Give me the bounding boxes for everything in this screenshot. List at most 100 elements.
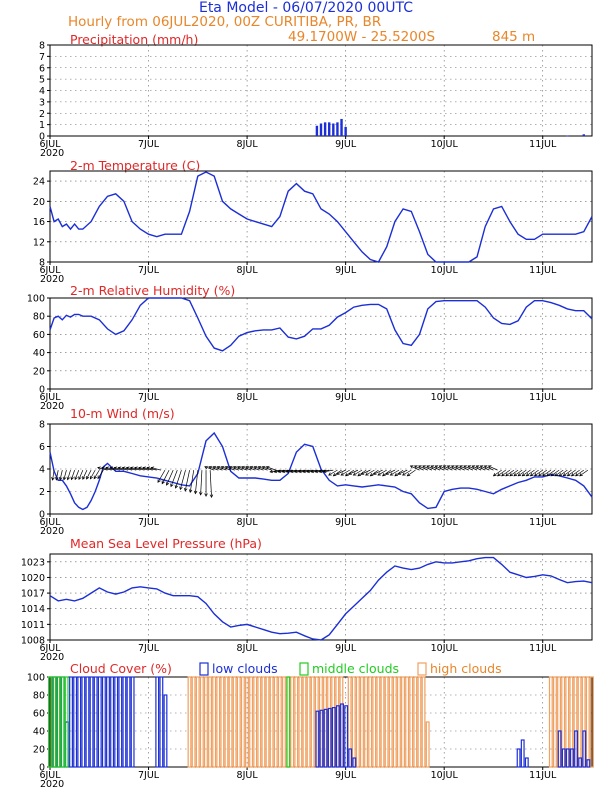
wind-arrow-head xyxy=(369,473,374,477)
wind-arrow-head xyxy=(261,465,266,470)
wind-arrow xyxy=(245,466,256,471)
header-subtitle: Hourly from 06JUL2020, 00Z CURITIBA, PR,… xyxy=(68,14,381,30)
mslp-title: Mean Sea Level Pressure (hPa) xyxy=(70,536,262,551)
wind-arrow xyxy=(71,470,75,480)
wind-arrow-head xyxy=(479,465,484,469)
precip-xtick-label: 6JUL xyxy=(39,139,61,150)
wind-arrow-head xyxy=(273,469,278,474)
wind-arrow xyxy=(323,469,334,473)
cloud-high-bar xyxy=(409,676,414,768)
precip-bar xyxy=(344,126,347,136)
cloud-high-bar xyxy=(298,676,303,768)
precip-title: Precipitation (mm/h) xyxy=(70,32,198,47)
wind-arrow-head xyxy=(471,465,476,469)
wind-arrow-head xyxy=(372,471,377,475)
wind-arrow-head xyxy=(298,469,302,474)
wind-arrow xyxy=(390,469,400,476)
wind-arrow xyxy=(142,467,153,471)
wind-arrow xyxy=(538,469,548,477)
cloud-high-bar xyxy=(216,676,221,768)
wind-arrow-head xyxy=(188,489,193,493)
cloud-high-bar xyxy=(261,676,266,768)
cloud-low-bar xyxy=(344,705,349,768)
temp-xtick-label: 10JUL xyxy=(431,265,459,276)
cloud-high-bar xyxy=(273,676,278,768)
wind-arrow xyxy=(161,469,170,484)
wind-arrow-head xyxy=(55,476,59,481)
rh-ytick-label: 40 xyxy=(33,348,45,359)
wind-arrow-head xyxy=(281,469,286,474)
wind-arrow xyxy=(353,469,363,476)
wind-arrow-head xyxy=(204,465,208,470)
wind-arrow-head xyxy=(289,469,294,474)
wind-arrow-head xyxy=(237,465,241,470)
wind-arrow xyxy=(114,467,124,471)
wind-arrow-head xyxy=(62,476,67,481)
wind-arrow-head xyxy=(249,465,254,470)
legend-high-swatch xyxy=(417,662,427,676)
mslp-xtick-label: 8JUL xyxy=(237,643,259,654)
wind-arrow-head xyxy=(554,473,559,477)
wind-arrow-head xyxy=(209,494,214,499)
cloud-low-bar xyxy=(352,757,357,768)
cloud-low-bar xyxy=(516,748,521,768)
precip-ytick-label: 2 xyxy=(39,109,45,120)
wind-arrow-head xyxy=(285,469,290,474)
wind-axes: 0 2 4 6 8 6JUL 7JUL 8JUL 9JUL 10JUL 11JUL 2020 xyxy=(39,420,593,537)
wind-arrow xyxy=(546,469,556,477)
cloud-low-bar xyxy=(155,676,160,768)
wind-arrow xyxy=(505,469,515,477)
cloud-high-bar xyxy=(417,676,422,768)
clouds-ytick-label: 80 xyxy=(33,691,45,702)
cloud-high-bar xyxy=(577,676,582,768)
rh-ytick-label: 80 xyxy=(33,312,45,323)
clouds-xtick-label: 7JUL xyxy=(138,770,160,781)
cloud-low-bar xyxy=(586,759,591,768)
mslp-series-line xyxy=(49,556,593,641)
cloud-high-bar xyxy=(224,676,229,768)
cloud-low-bar xyxy=(315,710,320,768)
wind-arrow-head xyxy=(294,469,298,474)
wind-arrow xyxy=(97,467,108,471)
wind-arrow-head xyxy=(105,466,110,470)
wind-arrow-head xyxy=(146,466,151,470)
wind-arrow-head xyxy=(165,482,170,486)
cloud-high-bar xyxy=(253,676,258,768)
wind-arrow-head xyxy=(357,473,361,477)
wind-arrow xyxy=(237,466,248,471)
wind-arrow xyxy=(328,469,338,476)
wind-arrow xyxy=(361,469,371,475)
wind-arrow-head xyxy=(446,465,451,469)
panel-clouds: Cloud Cover (%) low clouds middle clouds… xyxy=(70,661,502,676)
wind-arrow-head xyxy=(134,466,138,470)
cloud-low-bar xyxy=(122,676,127,768)
wind-arrow xyxy=(217,466,227,471)
wind-arrow xyxy=(422,465,433,471)
temp-series-line xyxy=(49,171,593,263)
cloud-low-bar xyxy=(130,676,135,768)
wind-arrow-head xyxy=(157,479,161,483)
wind-arrow-head xyxy=(430,465,435,469)
precip-bar xyxy=(582,134,585,136)
panel-temperature: 2-m Temperature (C) xyxy=(70,158,200,173)
wind-arrow-head xyxy=(566,473,571,477)
cloud-middle-bar xyxy=(64,676,69,768)
wind-arrow xyxy=(97,469,104,479)
clouds-xtick-label: 8JUL xyxy=(237,770,259,781)
wind-arrow xyxy=(170,469,178,487)
wind-arrow-head xyxy=(129,466,134,470)
wind-arrow xyxy=(67,470,71,480)
wind-arrow-head xyxy=(332,473,337,477)
clouds-ytick-label: 40 xyxy=(33,727,45,738)
wind-arrow-head xyxy=(310,469,315,474)
precip-bar xyxy=(323,122,327,136)
wind-arrow xyxy=(122,467,133,471)
clouds-xtick-label: 11JUL xyxy=(529,770,557,781)
cloud-high-bar xyxy=(199,676,204,768)
wind-arrow-head xyxy=(70,476,74,481)
wind-arrow-head xyxy=(245,465,249,470)
precip-ytick-label: 7 xyxy=(39,52,45,63)
wind-arrow xyxy=(138,467,149,471)
precip-ytick-label: 8 xyxy=(39,41,45,52)
wind-arrow-head xyxy=(220,465,225,470)
